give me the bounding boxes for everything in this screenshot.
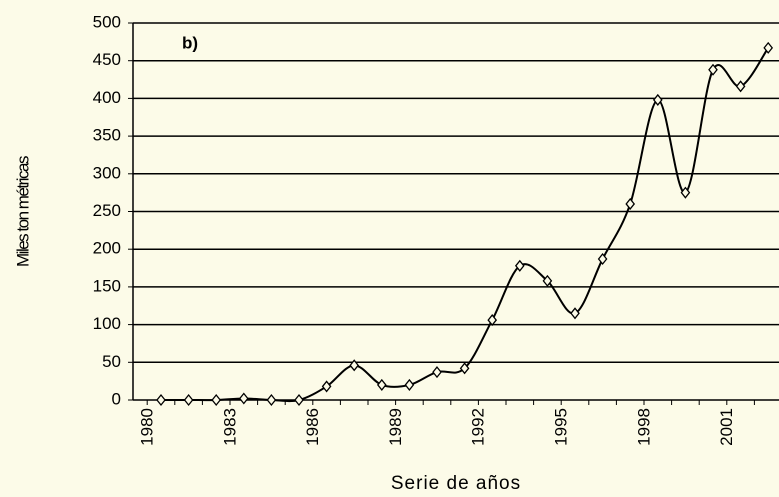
- marker: [156, 393, 166, 407]
- marker: [570, 307, 580, 320]
- y-tick-label: 400: [93, 88, 121, 107]
- marker: [680, 186, 691, 199]
- marker: [459, 362, 470, 375]
- marker: [597, 252, 608, 266]
- marker: [708, 63, 718, 76]
- annotation: b): [182, 33, 198, 52]
- y-tick-label: 350: [93, 126, 121, 145]
- x-tick-label: 1992: [469, 408, 488, 446]
- x-tick-label: 1980: [137, 408, 156, 446]
- x-tick-label: 1989: [386, 408, 405, 446]
- y-tick-label: 200: [93, 239, 121, 258]
- y-tick-label: 50: [102, 352, 121, 371]
- marker: [349, 359, 360, 372]
- marker: [542, 274, 553, 287]
- x-tick-label: 1995: [551, 408, 570, 446]
- y-tick-label: 300: [93, 163, 121, 182]
- marker: [763, 41, 774, 54]
- y-tick-label: 500: [93, 12, 121, 31]
- marker: [321, 380, 332, 393]
- marker: [238, 392, 249, 405]
- x-tick-label: 1983: [220, 408, 239, 446]
- marker: [211, 393, 222, 407]
- marker: [735, 80, 746, 93]
- y-axis-title: Miles ton métricas: [13, 156, 32, 267]
- marker: [514, 259, 525, 272]
- marker: [294, 393, 304, 407]
- x-axis-title: Serie de años: [391, 473, 521, 494]
- marker: [404, 378, 415, 391]
- x-tick-label: 1986: [303, 408, 322, 446]
- y-tick-label: 0: [112, 389, 121, 408]
- marker: [266, 393, 277, 407]
- marker: [487, 314, 498, 327]
- line: [161, 47, 770, 403]
- y-tick-label: 100: [93, 314, 121, 333]
- marker: [183, 393, 194, 407]
- x-tick-label: 2001: [717, 408, 736, 446]
- marker: [376, 378, 387, 391]
- marker: [432, 366, 442, 379]
- x-tick-label: 1998: [634, 408, 653, 446]
- y-tick-label: 250: [93, 201, 121, 220]
- marker: [625, 197, 636, 211]
- y-tick-label: 150: [93, 276, 121, 295]
- y-tick-label: 450: [93, 50, 121, 69]
- marker: [652, 93, 663, 106]
